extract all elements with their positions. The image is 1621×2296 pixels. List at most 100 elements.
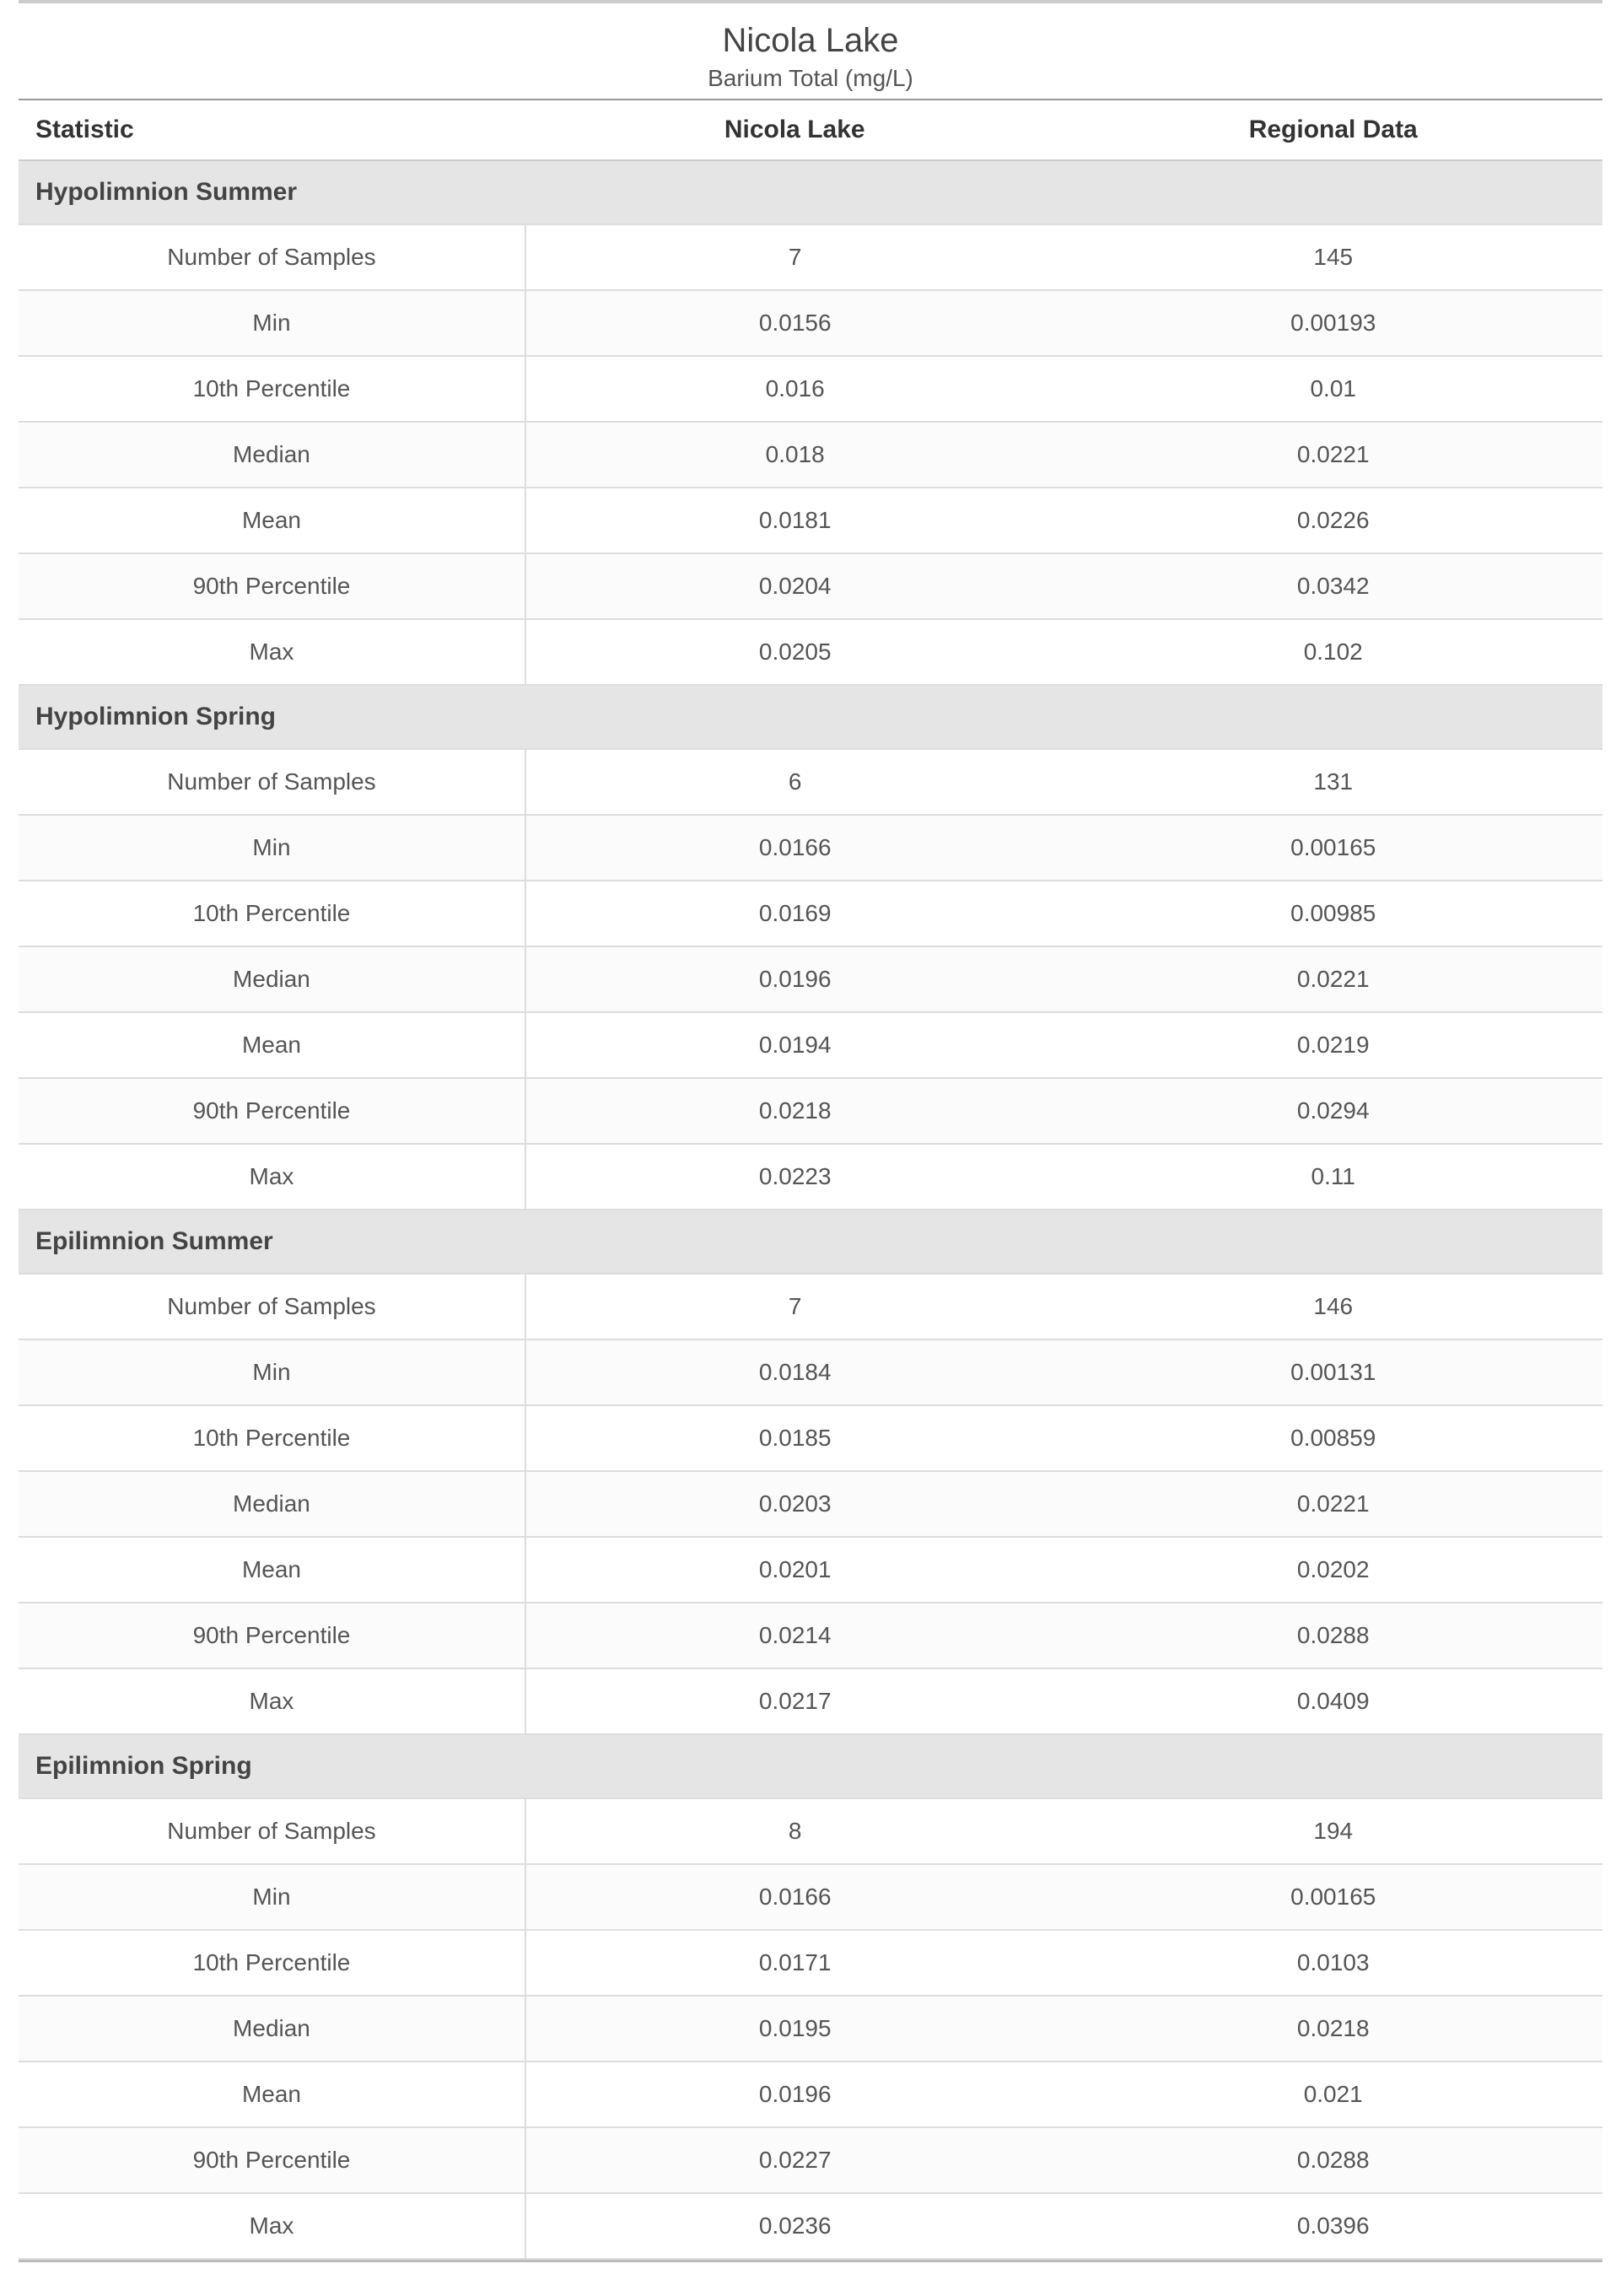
value-regional: 0.00193 (1064, 290, 1602, 356)
table-row: Median0.02030.0221 (19, 1471, 1602, 1537)
table-header-row: Statistic Nicola Lake Regional Data (19, 100, 1602, 160)
stat-label: Max (19, 1144, 525, 1210)
stat-label: Number of Samples (19, 224, 525, 290)
table-row: Median0.01950.0218 (19, 1996, 1602, 2062)
value-regional: 0.00859 (1064, 1405, 1602, 1471)
stat-label: Mean (19, 488, 525, 553)
value-site: 7 (525, 1274, 1064, 1339)
stat-label: 10th Percentile (19, 356, 525, 422)
table-row: 10th Percentile0.01690.00985 (19, 881, 1602, 946)
value-regional: 131 (1064, 749, 1602, 815)
value-site: 8 (525, 1798, 1064, 1864)
stat-label: 10th Percentile (19, 1405, 525, 1471)
col-header-regional: Regional Data (1064, 100, 1602, 160)
value-site: 0.0169 (525, 881, 1064, 946)
value-regional: 0.0409 (1064, 1668, 1602, 1734)
stat-label: Mean (19, 2062, 525, 2127)
value-site: 0.0203 (525, 1471, 1064, 1537)
value-regional: 0.0103 (1064, 1930, 1602, 1996)
table-row: Mean0.02010.0202 (19, 1537, 1602, 1603)
stat-label: 90th Percentile (19, 553, 525, 619)
value-regional: 0.01 (1064, 356, 1602, 422)
stat-label: Median (19, 1996, 525, 2062)
value-site: 0.018 (525, 422, 1064, 488)
value-site: 6 (525, 749, 1064, 815)
table-row: 90th Percentile0.02180.0294 (19, 1078, 1602, 1144)
value-site: 0.0166 (525, 815, 1064, 881)
section-header-row: Epilimnion Summer (19, 1210, 1602, 1274)
stat-label: 10th Percentile (19, 1930, 525, 1996)
value-site: 0.0184 (525, 1339, 1064, 1405)
stat-label: 90th Percentile (19, 2127, 525, 2193)
table-row: 90th Percentile0.02040.0342 (19, 553, 1602, 619)
value-site: 0.0185 (525, 1405, 1064, 1471)
section-header: Epilimnion Spring (19, 1734, 1602, 1798)
value-regional: 0.0219 (1064, 1012, 1602, 1078)
col-header-statistic: Statistic (19, 100, 525, 160)
stat-label: Min (19, 290, 525, 356)
stat-label: Min (19, 1339, 525, 1405)
stat-label: 90th Percentile (19, 1603, 525, 1668)
value-site: 0.0217 (525, 1668, 1064, 1734)
value-site: 0.0196 (525, 2062, 1064, 2127)
table-row: 10th Percentile0.01710.0103 (19, 1930, 1602, 1996)
table-row: Median0.01960.0221 (19, 946, 1602, 1012)
value-regional: 0.0221 (1064, 946, 1602, 1012)
col-header-site: Nicola Lake (525, 100, 1064, 160)
value-regional: 146 (1064, 1274, 1602, 1339)
table-row: 90th Percentile0.02270.0288 (19, 2127, 1602, 2193)
table-row: Min0.01660.00165 (19, 815, 1602, 881)
stat-label: 90th Percentile (19, 1078, 525, 1144)
value-site: 0.0156 (525, 290, 1064, 356)
section-header-row: Epilimnion Spring (19, 1734, 1602, 1798)
value-regional: 0.00165 (1064, 1864, 1602, 1930)
value-regional: 0.102 (1064, 619, 1602, 685)
value-regional: 0.0218 (1064, 1996, 1602, 2062)
value-regional: 0.00131 (1064, 1339, 1602, 1405)
stat-label: Min (19, 815, 525, 881)
table-row: Min0.01660.00165 (19, 1864, 1602, 1930)
stats-table: Statistic Nicola Lake Regional Data Hypo… (19, 100, 1602, 2260)
stat-label: Median (19, 422, 525, 488)
table-row: Min0.01840.00131 (19, 1339, 1602, 1405)
value-regional: 0.0288 (1064, 2127, 1602, 2193)
stat-label: Max (19, 619, 525, 685)
top-rule (19, 0, 1602, 3)
stat-label: Min (19, 1864, 525, 1930)
section-header-row: Hypolimnion Summer (19, 160, 1602, 224)
value-site: 0.0214 (525, 1603, 1064, 1668)
stat-label: Mean (19, 1537, 525, 1603)
table-row: 10th Percentile0.01850.00859 (19, 1405, 1602, 1471)
value-site: 0.016 (525, 356, 1064, 422)
value-regional: 0.0202 (1064, 1537, 1602, 1603)
title-block: Nicola Lake Barium Total (mg/L) (19, 12, 1602, 100)
stat-label: Number of Samples (19, 749, 525, 815)
value-regional: 0.0226 (1064, 488, 1602, 553)
section-header: Epilimnion Summer (19, 1210, 1602, 1274)
value-site: 0.0196 (525, 946, 1064, 1012)
value-site: 0.0181 (525, 488, 1064, 553)
value-site: 0.0227 (525, 2127, 1064, 2193)
table-row: Mean0.01960.021 (19, 2062, 1602, 2127)
bottom-rule (19, 2260, 1602, 2262)
table-row: Min0.01560.00193 (19, 290, 1602, 356)
section-header: Hypolimnion Summer (19, 160, 1602, 224)
table-row: Max0.02360.0396 (19, 2193, 1602, 2259)
stat-label: Number of Samples (19, 1798, 525, 1864)
stat-label: Number of Samples (19, 1274, 525, 1339)
stat-label: Median (19, 1471, 525, 1537)
value-regional: 0.021 (1064, 2062, 1602, 2127)
stat-label: Max (19, 1668, 525, 1734)
table-row: Max0.02170.0409 (19, 1668, 1602, 1734)
table-row: Max0.02230.11 (19, 1144, 1602, 1210)
table-row: Mean0.01810.0226 (19, 488, 1602, 553)
value-site: 0.0201 (525, 1537, 1064, 1603)
value-regional: 0.0221 (1064, 1471, 1602, 1537)
value-site: 0.0218 (525, 1078, 1064, 1144)
section-header: Hypolimnion Spring (19, 685, 1602, 749)
value-site: 0.0205 (525, 619, 1064, 685)
value-regional: 0.00985 (1064, 881, 1602, 946)
page: Nicola Lake Barium Total (mg/L) Statisti… (0, 0, 1621, 2296)
table-row: Max0.02050.102 (19, 619, 1602, 685)
value-site: 0.0204 (525, 553, 1064, 619)
